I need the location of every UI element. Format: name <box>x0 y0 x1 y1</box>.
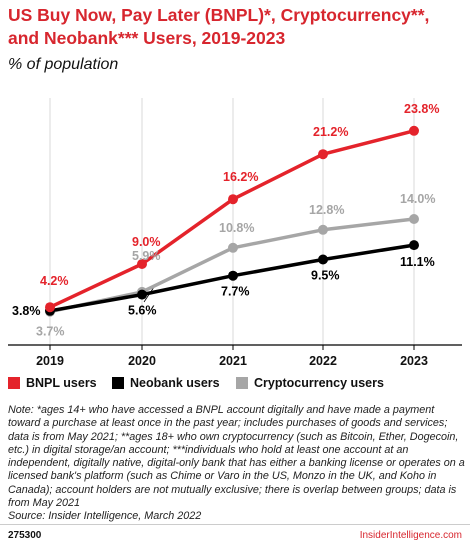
data-label-neobank-2019: 3.8% <box>12 304 41 318</box>
data-label-neobank-2020: 5.6% <box>128 304 157 318</box>
point-neobank-2021 <box>228 270 238 281</box>
point-crypto-2021 <box>228 242 238 253</box>
data-label-bnpl-2020: 9.0% <box>132 235 161 249</box>
data-label-bnpl-2023: 23.8% <box>404 102 439 116</box>
x-tick-label-2022: 2022 <box>309 354 337 368</box>
chart-legend: BNPL users Neobank users Cryptocurrency … <box>8 376 468 396</box>
point-bnpl-2022 <box>318 149 328 160</box>
legend-item-crypto: Cryptocurrency users <box>236 376 384 390</box>
chart-title: US Buy Now, Pay Later (BNPL)*, Cryptocur… <box>8 5 430 48</box>
chart-subtitle: % of population <box>8 56 119 73</box>
legend-item-bnpl: BNPL users <box>8 376 97 390</box>
data-label-crypto-2023: 14.0% <box>400 192 435 206</box>
note-text: Note: *ages 14+ who have accessed a BNPL… <box>8 404 465 510</box>
point-bnpl-2023 <box>409 125 419 136</box>
x-tick-label-2019: 2019 <box>36 354 64 368</box>
legend-swatch-neobank <box>112 377 124 389</box>
point-bnpl-2021 <box>228 194 238 205</box>
chart-note: Note: *ages 14+ who have accessed a BNPL… <box>8 404 466 524</box>
line-chart: 2019 2020 2021 2022 2023 4.2% 9.0% 16.2% 21.2% 23… <box>8 98 462 368</box>
footer: 275300 InsiderIntelligence.com <box>0 524 470 546</box>
legend-swatch-bnpl <box>8 377 20 389</box>
point-neobank-2023 <box>409 240 419 251</box>
chart-id: 275300 <box>8 530 42 541</box>
data-label-neobank-2021: 7.7% <box>221 285 250 299</box>
legend-swatch-crypto <box>236 377 248 389</box>
point-crypto-2023 <box>409 214 419 224</box>
point-neobank-2020 <box>137 289 147 300</box>
brand-link[interactable]: InsiderIntelligence.com <box>359 530 462 541</box>
x-tick-label-2023: 2023 <box>400 354 428 368</box>
x-tick-label-2021: 2021 <box>219 354 247 368</box>
data-label-bnpl-2019: 4.2% <box>40 274 69 288</box>
point-bnpl-2020 <box>137 259 147 269</box>
point-bnpl-2019 <box>45 302 55 313</box>
data-label-neobank-2023: 11.1% <box>400 255 435 269</box>
legend-label-crypto: Cryptocurrency users <box>254 376 384 390</box>
point-neobank-2022 <box>318 254 328 265</box>
source-text: Source: Insider Intelligence, March 2022 <box>8 510 202 523</box>
data-label-neobank-2022: 9.5% <box>311 269 340 283</box>
x-tick-label-2020: 2020 <box>128 354 156 368</box>
legend-label-neobank: Neobank users <box>130 376 220 390</box>
data-label-crypto-2019: 3.7% <box>36 325 65 339</box>
data-label-crypto-2021: 10.8% <box>219 221 254 235</box>
data-label-crypto-2020: 5.9% <box>132 249 161 263</box>
series-line-bnpl <box>49 129 415 309</box>
legend-label-bnpl: BNPL users <box>26 376 97 390</box>
data-label-crypto-2022: 12.8% <box>309 203 344 217</box>
data-label-bnpl-2021: 16.2% <box>223 170 258 184</box>
point-crypto-2022 <box>318 224 328 235</box>
legend-item-neobank: Neobank users <box>112 376 220 390</box>
data-label-bnpl-2022: 21.2% <box>313 125 348 139</box>
